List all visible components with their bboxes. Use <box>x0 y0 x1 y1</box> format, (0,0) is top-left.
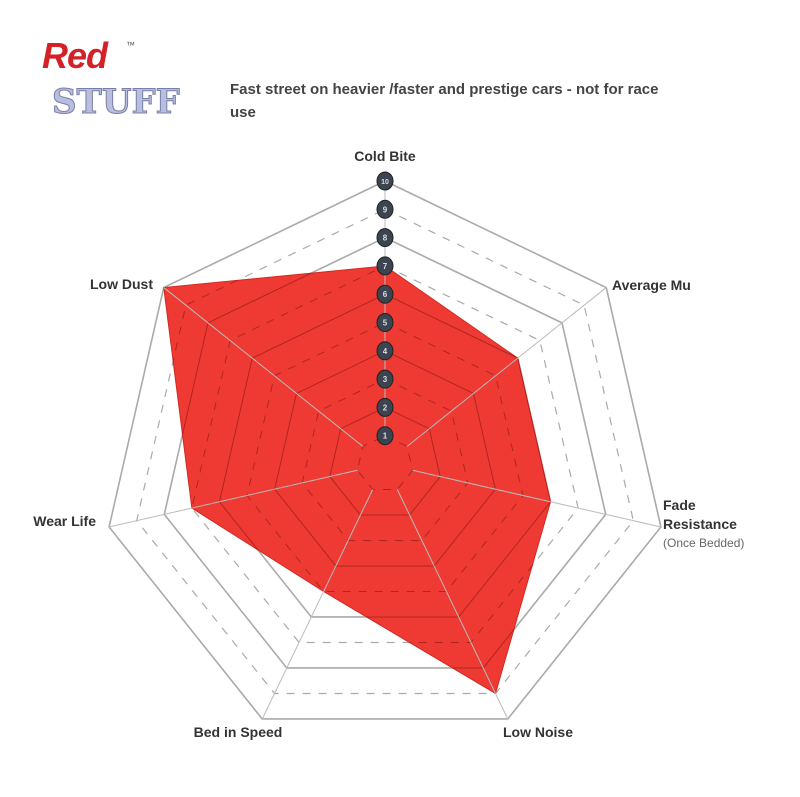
grid-ring-overlay-2 <box>329 406 441 516</box>
tick-marker <box>376 228 394 248</box>
tick-label: 3 <box>383 375 388 384</box>
axis-spoke <box>163 287 364 447</box>
tick-label: 10 <box>381 179 389 186</box>
axis-sublabel: (Once Bedded) <box>663 536 744 550</box>
logo-stuff-word: STUFF <box>52 82 181 123</box>
tick-label: 7 <box>383 262 388 271</box>
axis-label: Bed in Speed <box>194 724 283 740</box>
tick-label: 9 <box>383 205 388 214</box>
tick-marker <box>376 199 394 219</box>
grid-ring-9 <box>136 208 634 695</box>
grid-ring-overlay-6 <box>218 293 551 618</box>
axis-spoke <box>406 287 607 447</box>
tick-marker <box>376 284 394 304</box>
tick-marker <box>376 171 394 191</box>
axis-spoke <box>261 489 374 720</box>
chart-title: Fast street on heavier /faster and prest… <box>230 81 659 121</box>
tick-label: 4 <box>383 347 388 356</box>
tick-label: 1 <box>383 432 388 441</box>
axis-spoke <box>396 489 509 720</box>
axis-spoke <box>412 469 662 528</box>
redstuff-logo: Red ™ STUFF <box>42 36 192 136</box>
axis-label: Fade <box>663 497 696 513</box>
axis-label: Low Noise <box>503 724 573 740</box>
axis-label: Low Dust <box>90 276 153 292</box>
tick-label: 8 <box>383 234 388 243</box>
tick-marker <box>376 313 394 332</box>
tick-marker <box>376 341 394 361</box>
grid-ring-overlay-3 <box>301 378 469 541</box>
tick-marker <box>376 397 394 417</box>
tick-label: 6 <box>383 290 388 299</box>
tick-marker <box>376 256 394 276</box>
grid-ring-10 <box>108 180 662 720</box>
axis-label: Cold Bite <box>354 148 416 164</box>
axis-spoke <box>108 469 358 528</box>
tick-marker <box>376 426 394 446</box>
logo-trademark: ™ <box>126 40 135 50</box>
tick-label: 2 <box>383 403 388 412</box>
axis-label: Average Mu <box>612 277 691 293</box>
logo-red-word: Red <box>42 35 108 76</box>
grid-ring-overlay-1 <box>356 435 414 490</box>
data-area <box>163 265 552 695</box>
tick-label: 5 <box>383 319 388 328</box>
axis-label: Wear Life <box>33 513 96 529</box>
grid-ring-overlay-4 <box>274 350 496 567</box>
axis-label: Resistance <box>663 516 737 532</box>
tick-marker <box>376 369 394 389</box>
